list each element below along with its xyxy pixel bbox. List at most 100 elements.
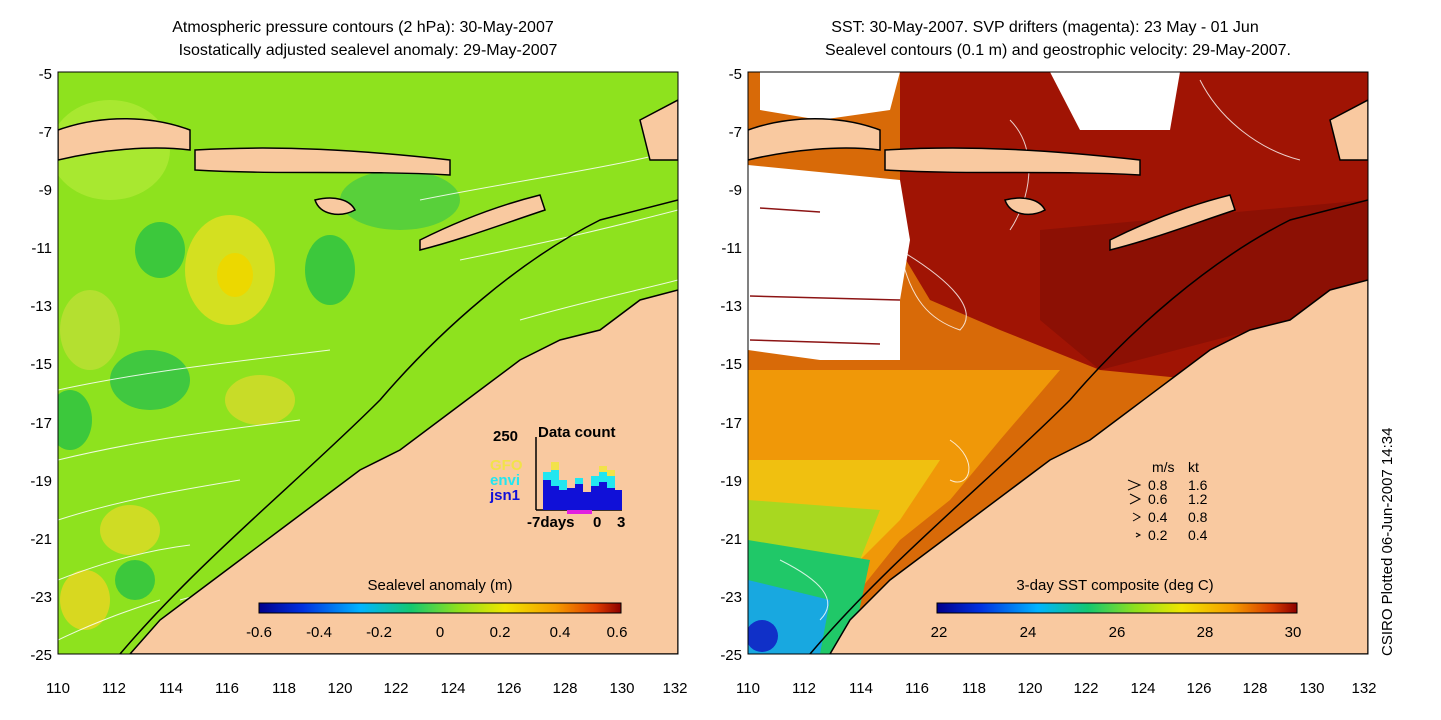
anomaly-patch [110,350,190,410]
island-land [748,118,881,161]
anomaly-patch [115,560,155,600]
shelf-contour [809,199,1368,654]
left-lat-tick: -7 [39,124,52,141]
left-lat-tick: -21 [30,531,52,548]
left-colorbar-tick: -0.4 [306,624,332,641]
right-lat-tick: -15 [720,356,742,373]
right-lon-tick: 132 [1351,680,1376,697]
left-colorbar-label: Sealevel anomaly (m) [367,577,512,594]
left-map-frame [57,71,679,655]
data-count-max-label: 250 [493,428,518,445]
right-lon-tick: 112 [792,680,816,697]
left-lat-tick: -5 [39,66,52,83]
right-lat-tick: -11 [721,240,742,257]
right-colorbar-tick: 30 [1285,624,1302,641]
left-lon-tick: 124 [440,680,465,697]
left-colorbar [258,602,622,614]
satellite-label-jsn1: jsn1 [489,487,520,504]
right-lon-tick: 114 [849,680,873,697]
left-lon-tick: 126 [496,680,521,697]
right-title-line1: SST: 30-May-2007. SVP drifters (magenta)… [831,19,1258,36]
data-count-title: Data count [538,424,616,441]
timor-land [1109,194,1236,251]
left-colorbar-tick: 0.4 [550,624,571,641]
left-title-line2: Isostatically adjusted sealevel anomaly:… [179,42,558,59]
right-lon-tick: 118 [962,680,986,697]
data-count-inset [535,437,622,514]
right-lon-tick: 110 [736,680,760,697]
anomaly-patch [340,170,460,230]
left-lon-tick: 118 [272,680,296,697]
right-lat-tick: -21 [720,531,742,548]
data-count-axis-mid: 0 [593,514,601,531]
island-land [884,147,1141,176]
anomaly-patch [225,375,295,425]
sealevel-contours [779,79,1301,621]
right-lat-tick: -17 [720,415,742,432]
anomaly-patch [60,290,120,370]
velocity-legend-header-ms: m/s [1152,459,1175,475]
right-title-line2: Sealevel contours (0.1 m) and geostrophi… [825,42,1291,59]
drifter-tracks [749,207,901,345]
left-lat-tick: -9 [39,182,52,199]
island-land [58,118,191,161]
left-lat-tick: -19 [30,473,52,490]
right-lon-tick: 130 [1299,680,1324,697]
satellite-label-envi: envi [490,472,520,489]
left-lat-tick: -25 [30,647,52,664]
right-lat-tick: -25 [720,647,742,664]
left-lat-tick: -13 [30,298,52,315]
right-lon-tick: 122 [1073,680,1098,697]
data-count-axis-right: 3 [617,514,625,531]
australia-land [128,289,678,654]
velocity-legend-kt: 1.2 [1188,491,1208,507]
right-colorbar [936,602,1298,614]
sst-cool-region [748,500,880,560]
left-lat-tick: -15 [30,356,52,373]
left-lon-tick: 130 [609,680,634,697]
right-lat-tick: -19 [720,473,742,490]
left-lat-tick: -17 [30,415,52,432]
right-lon-tick: 126 [1186,680,1211,697]
left-lon-tick: 116 [215,680,239,697]
anomaly-patch [100,505,160,555]
velocity-legend-kt: 1.6 [1188,477,1208,493]
right-lat-tick: -23 [720,589,742,606]
left-colorbar-tick: -0.2 [366,624,392,641]
island-land [1329,99,1368,161]
left-lon-tick: 114 [159,680,183,697]
left-colorbar-tick: 0 [436,624,444,641]
left-title-line1: Atmospheric pressure contours (2 hPa): 3… [172,19,554,36]
velocity-legend-ms: 0.8 [1148,477,1168,493]
velocity-legend: m/s kt 0.8 1.6 0.6 1.2 0.4 0.8 0.2 0.4 [1127,459,1208,543]
sst-cold-eddy [748,620,778,652]
satellite-label-gfo: GFO [490,457,523,474]
right-colorbar-label: 3-day SST composite (deg C) [1016,577,1213,594]
right-colorbar-tick: 26 [1109,624,1126,641]
left-lon-tick: 112 [102,680,126,697]
velocity-legend-ms: 0.4 [1148,509,1168,525]
australia-land [829,279,1368,654]
plot-credit: CSIRO Plotted 06-Jun-2007 14:34 [1379,428,1396,656]
anomaly-patch [305,235,355,305]
right-lon-tick: 124 [1130,680,1155,697]
right-lat-tick: -7 [729,124,742,141]
left-colorbar-tick: 0.6 [607,624,628,641]
left-lat-tick: -23 [30,589,52,606]
right-lat-tick: -5 [729,66,742,83]
right-lon-tick: 116 [905,680,929,697]
right-colorbar-tick: 24 [1020,624,1037,641]
velocity-legend-kt: 0.8 [1188,509,1208,525]
left-lat-tick: -11 [31,240,52,257]
velocity-legend-header-kt: kt [1188,459,1199,475]
left-lon-tick: 132 [662,680,687,697]
left-lon-tick: 122 [383,680,408,697]
left-colorbar-tick: -0.6 [246,624,272,641]
right-lon-tick: 120 [1017,680,1042,697]
left-lon-tick: 128 [552,680,577,697]
cloud-mask [760,72,900,120]
data-count-axis-left: -7days [527,514,575,531]
left-lon-tick: 110 [46,680,70,697]
right-colorbar-tick: 28 [1197,624,1214,641]
right-colorbar-tick: 22 [931,624,948,641]
